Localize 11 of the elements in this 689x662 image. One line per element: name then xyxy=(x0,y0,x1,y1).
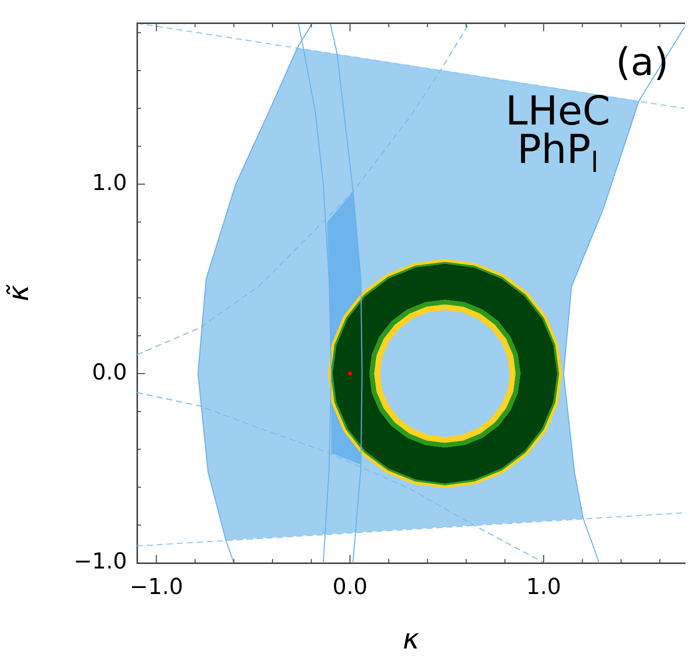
x-tick-label: −1.0 xyxy=(130,574,184,600)
line-series xyxy=(136,22,470,356)
y-axis-title: κ̃ xyxy=(2,284,36,302)
y-tick-label: 0.0 xyxy=(92,360,127,386)
annotation: (a) xyxy=(616,40,669,84)
y-tick-label: 1.0 xyxy=(92,170,127,196)
y-tick-label: −1.0 xyxy=(74,550,127,575)
x-tick-label: 1.0 xyxy=(526,574,562,600)
x-tick-label: 0.0 xyxy=(332,574,368,600)
x-axis-title: κ xyxy=(402,622,420,656)
line-series xyxy=(136,392,546,564)
